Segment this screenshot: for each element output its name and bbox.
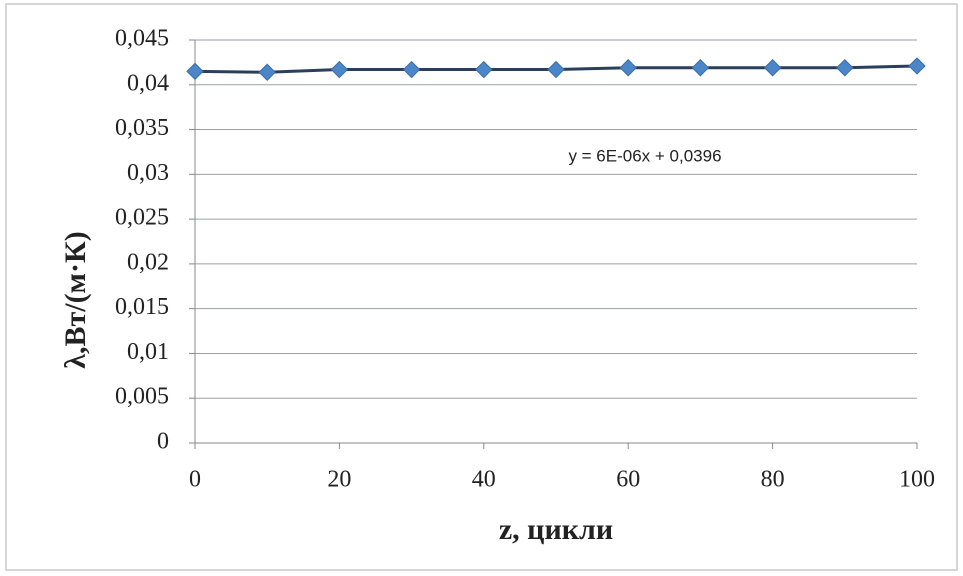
data-point <box>186 62 204 81</box>
x-tick-label: 40 <box>472 467 496 493</box>
x-tick-label: 0 <box>189 467 201 493</box>
y-tick-label: 0,01 <box>127 339 169 365</box>
data-point <box>836 59 854 77</box>
data-point <box>691 59 710 77</box>
y-tick-label: 0,045 <box>115 26 169 52</box>
data-point <box>402 60 421 79</box>
y-tick-label: 0,025 <box>115 205 169 231</box>
x-tick-label: 100 <box>899 467 935 493</box>
data-point <box>619 59 637 77</box>
data-point <box>330 60 349 79</box>
x-tick-label: 80 <box>761 467 785 493</box>
data-point <box>763 59 782 77</box>
y-axis-title: λ,Вт/(м·К) <box>59 231 92 369</box>
x-axis-title: z, цикли <box>499 513 613 546</box>
trendline-equation: y = 6E-06x + 0,0396 <box>568 146 721 165</box>
data-point <box>908 57 926 75</box>
y-tick-label: 0,015 <box>115 294 169 320</box>
x-tick-label: 20 <box>327 467 351 493</box>
x-tick-label: 60 <box>616 467 640 493</box>
y-tick-label: 0,03 <box>127 160 169 186</box>
y-tick-label: 0 <box>157 429 169 455</box>
data-point <box>258 63 276 81</box>
data-point <box>547 60 565 79</box>
y-tick-label: 0,035 <box>115 115 169 141</box>
chart-frame <box>5 3 958 571</box>
y-tick-label: 0,04 <box>127 70 169 96</box>
y-tick-label: 0,02 <box>127 249 169 275</box>
y-tick-label: 0,005 <box>115 384 169 410</box>
data-point <box>475 60 493 79</box>
